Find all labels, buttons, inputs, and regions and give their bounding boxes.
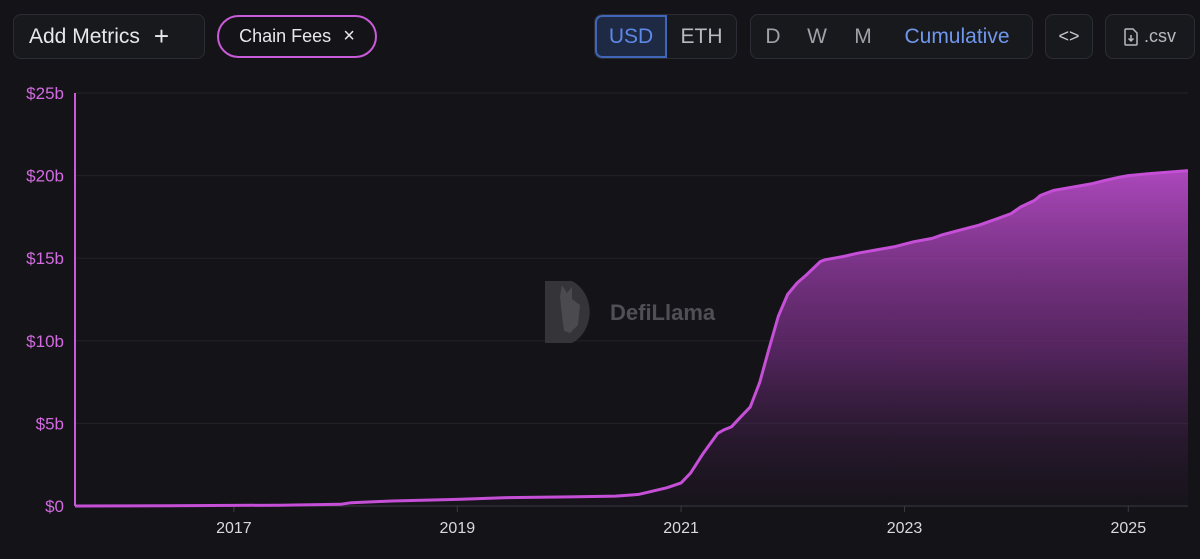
y-tick-label: $5b <box>36 414 64 433</box>
csv-label: .csv <box>1143 26 1176 46</box>
file-download-icon <box>1124 27 1138 46</box>
x-tick-label: 2019 <box>440 520 476 537</box>
x-tick-label: 2023 <box>887 520 923 537</box>
plus-icon: + <box>153 21 170 51</box>
x-tick-label: 2017 <box>216 520 252 537</box>
watermark-text: DefiLlama <box>610 300 716 325</box>
add-metrics-label: Add Metrics <box>29 24 140 48</box>
chip-label: Chain Fees <box>239 26 332 46</box>
x-axis: 2017 2019 2021 2023 2025 <box>216 506 1146 537</box>
series-line <box>74 169 1189 508</box>
llama-head-icon <box>560 285 580 333</box>
y-tick-label: $20b <box>26 167 64 186</box>
y-tick-label: $10b <box>26 332 64 351</box>
currency-option-usd[interactable]: USD <box>595 15 667 58</box>
download-csv-button[interactable]: .csv <box>1105 14 1195 59</box>
period-option-cumulative[interactable]: Cumulative <box>904 24 1010 48</box>
period-toggle: D W M Cumulative <box>750 14 1033 59</box>
period-option-d[interactable]: D <box>765 24 781 48</box>
area-fill <box>75 170 1188 506</box>
close-icon[interactable]: × <box>343 25 355 47</box>
y-axis: $0 $5b $10b $15b $20b $25b <box>26 84 64 516</box>
y-tick-label: $25b <box>26 84 64 103</box>
period-option-m[interactable]: M <box>854 24 872 48</box>
y-tick-label: $0 <box>45 497 64 516</box>
x-tick-label: 2025 <box>1111 520 1147 537</box>
add-metrics-button[interactable]: Add Metrics + <box>13 14 205 59</box>
chain-fees-chip[interactable]: Chain Fees × <box>217 15 377 58</box>
watermark: DefiLlama <box>545 281 716 343</box>
embed-code-button[interactable]: <> <box>1045 14 1093 59</box>
chart: $0$5b$10b$15b$20b$25b 2017 2019 2021 2023 20… <box>26 84 1189 537</box>
x-tick-label: 2021 <box>663 520 699 537</box>
toolbar: Add Metrics + Chain Fees × USD ETH D W M… <box>0 0 1200 75</box>
currency-option-eth[interactable]: ETH <box>680 24 723 48</box>
currency-toggle: USD ETH <box>594 14 737 59</box>
period-option-w[interactable]: W <box>807 24 827 48</box>
y-tick-label: $15b <box>26 249 64 268</box>
code-icon: <> <box>1058 26 1080 46</box>
